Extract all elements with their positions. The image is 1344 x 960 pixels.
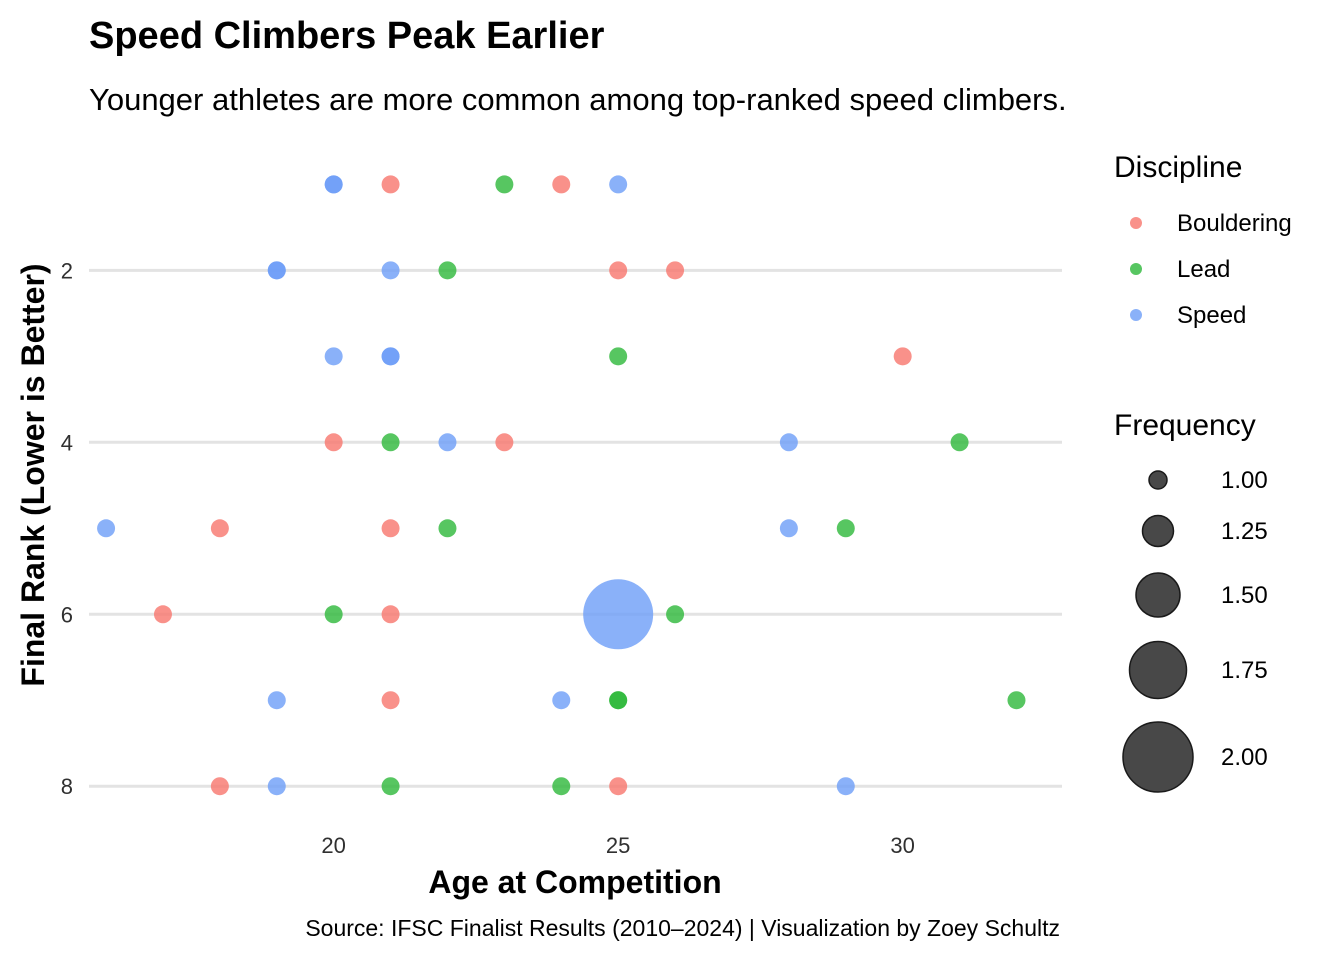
y-tick-label: 8 (61, 774, 73, 799)
chart-subtitle: Younger athletes are more common among t… (89, 82, 1067, 117)
y-tick-label: 4 (61, 430, 73, 455)
chart-caption: Source: IFSC Finalist Results (2010–2024… (305, 915, 1060, 941)
x-axis-title: Age at Competition (428, 864, 721, 900)
legend-size-label: 1.00 (1221, 467, 1268, 494)
point-speed (779, 433, 798, 452)
y-axis-title: Final Rank (Lower is Better) (15, 263, 51, 686)
plot-area: 2 4 6 8 20 25 30 (61, 175, 1062, 858)
legend-size-label: 1.50 (1221, 582, 1268, 609)
point-lead (666, 605, 685, 624)
point-speed (609, 175, 628, 194)
point-speed (779, 519, 798, 538)
legend-label-lead: Lead (1177, 256, 1230, 283)
point-bouldering (381, 605, 400, 624)
legend-key-lead (1130, 263, 1142, 275)
legend-discipline-title: Discipline (1114, 151, 1242, 184)
gridlines (89, 268, 1062, 788)
point-lead (836, 519, 855, 538)
point-speed (324, 347, 343, 366)
point-bouldering (381, 691, 400, 710)
y-axis-ticks: 2 4 6 8 (61, 258, 73, 799)
legend-key-bouldering (1130, 217, 1142, 229)
point-bouldering (893, 347, 912, 366)
point-speed (836, 777, 855, 796)
legend-frequency-title: Frequency (1114, 409, 1256, 442)
point-bouldering (153, 605, 172, 624)
legend-frequency-entries: 1.00 1.25 1.50 1.75 2.00 (1122, 467, 1268, 793)
legend-discipline: Discipline Bouldering Lead Speed (1114, 151, 1292, 329)
point-speed (324, 175, 343, 194)
point-lead (438, 261, 457, 280)
point-lead (552, 777, 571, 796)
point-lead (609, 347, 628, 366)
point-lead (495, 175, 514, 194)
point-speed (552, 691, 571, 710)
point-bouldering (210, 777, 229, 796)
point-lead (381, 777, 400, 796)
legend-size-key (1141, 514, 1175, 548)
point-lead (1007, 691, 1026, 710)
legend-size-key (1135, 572, 1181, 618)
data-points (97, 175, 1026, 796)
point-bouldering (609, 777, 628, 796)
y-tick-label: 2 (61, 258, 73, 283)
x-tick-label: 30 (890, 833, 914, 858)
legend-size-label: 2.00 (1221, 744, 1268, 771)
point-speed (583, 579, 654, 650)
point-speed (267, 777, 286, 796)
point-bouldering (495, 433, 514, 452)
point-lead (950, 433, 969, 452)
point-bouldering (609, 261, 628, 280)
legend-size-key (1128, 640, 1188, 700)
chart-title: Speed Climbers Peak Earlier (89, 15, 605, 57)
point-speed (267, 261, 286, 280)
point-lead (324, 605, 343, 624)
legend-size-key (1122, 721, 1194, 793)
y-tick-label: 6 (61, 602, 73, 627)
point-speed (97, 519, 116, 538)
point-speed (381, 261, 400, 280)
point-bouldering (324, 433, 343, 452)
legend-frequency: Frequency 1.00 1.25 1.50 1.75 2.00 (1114, 409, 1268, 793)
x-tick-label: 20 (321, 833, 345, 858)
legend-label-bouldering: Bouldering (1177, 210, 1292, 237)
point-speed (381, 347, 400, 366)
point-bouldering (552, 175, 571, 194)
legend-label-speed: Speed (1177, 302, 1246, 329)
point-bouldering (381, 175, 400, 194)
point-lead (609, 691, 628, 710)
point-bouldering (381, 519, 400, 538)
x-axis-ticks: 20 25 30 (321, 833, 914, 858)
point-bouldering (210, 519, 229, 538)
x-tick-label: 25 (606, 833, 630, 858)
point-speed (267, 691, 286, 710)
point-bouldering (666, 261, 685, 280)
legend-key-speed (1130, 309, 1142, 321)
point-lead (438, 519, 457, 538)
point-speed (438, 433, 457, 452)
legend-discipline-entries: Bouldering Lead Speed (1130, 210, 1292, 329)
point-lead (381, 433, 400, 452)
legend-size-label: 1.25 (1221, 518, 1268, 545)
legend-size-label: 1.75 (1221, 657, 1268, 684)
legend-size-key (1148, 470, 1168, 490)
